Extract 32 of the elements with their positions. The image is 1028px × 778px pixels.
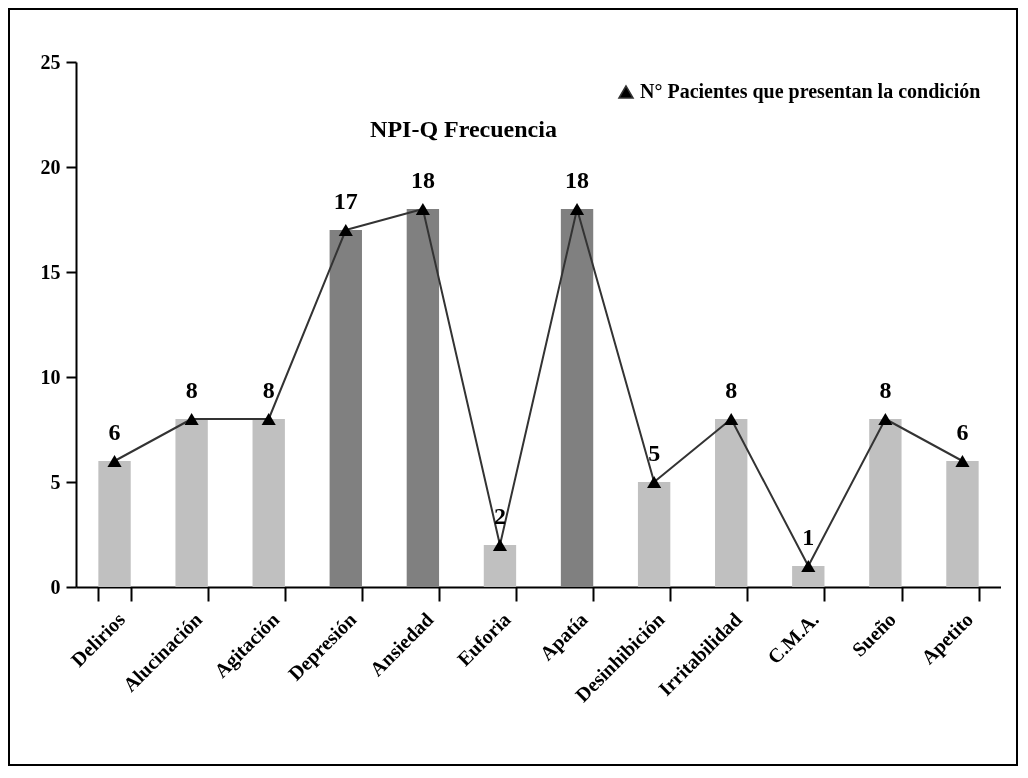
data-label: 18 [565, 167, 590, 193]
y-tick-label: 20 [40, 155, 61, 178]
bar [252, 419, 285, 587]
bar [715, 419, 748, 587]
y-tick-label: 15 [40, 260, 61, 283]
data-label: 17 [333, 188, 358, 214]
data-label: 8 [185, 377, 198, 403]
data-label: 1 [802, 524, 815, 550]
bar [869, 419, 902, 587]
data-label: 8 [879, 377, 892, 403]
bar [483, 545, 517, 587]
y-tick-label: 10 [40, 365, 61, 388]
bar [406, 209, 440, 587]
text: NPI-Q Frecuencia [370, 116, 557, 142]
bar [560, 209, 594, 587]
y-tick-label: 5 [50, 470, 61, 493]
y-tick-label: 25 [40, 50, 61, 73]
bar [175, 419, 208, 587]
bar [98, 461, 131, 587]
data-label: 8 [262, 377, 275, 403]
bar [946, 461, 979, 587]
bar [637, 482, 671, 587]
data-label: 6 [956, 419, 969, 445]
bar [329, 230, 362, 587]
legend-label: N° Pacientes que presentan la condición [640, 80, 981, 103]
data-label: 8 [725, 377, 738, 403]
bar [792, 566, 825, 587]
data-label: 2 [493, 503, 506, 529]
y-tick-label: 0 [50, 575, 61, 598]
data-label: 6 [108, 419, 121, 445]
data-label: 18 [410, 167, 435, 193]
data-label: 5 [648, 440, 661, 466]
